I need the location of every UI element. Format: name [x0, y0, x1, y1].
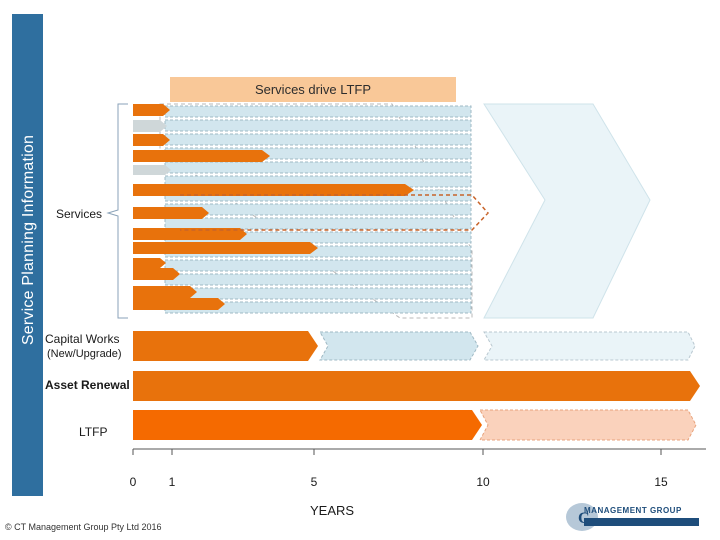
service-row — [164, 231, 472, 244]
service-arrow — [133, 258, 166, 268]
services-outlook-chevron — [483, 103, 651, 319]
axis-tick-label: 1 — [168, 475, 176, 489]
service-arrow — [133, 134, 170, 146]
service-arrow — [133, 298, 225, 310]
services-label: Services — [56, 207, 103, 221]
service-row — [164, 133, 472, 146]
services-drive-ltfp-header: Services drive LTFP — [170, 77, 456, 102]
service-row — [164, 301, 472, 314]
service-arrow — [133, 120, 167, 132]
copyright-notice: © CT Management Group Pty Ltd 2016 — [5, 522, 162, 532]
capital-works-arrow — [133, 331, 318, 361]
years-axis-title: YEARS — [310, 503, 355, 518]
services-forecast-band — [159, 103, 473, 319]
capital-works-outlook — [483, 331, 696, 361]
ltfp-forecast — [479, 409, 697, 441]
capital-works-forecast — [319, 331, 479, 361]
service-arrow — [133, 165, 171, 175]
service-arrow — [133, 228, 247, 240]
service-arrow — [133, 286, 197, 298]
service-arrow — [133, 184, 414, 196]
service-rows — [164, 105, 472, 314]
axis-tick-label: 15 — [654, 475, 668, 489]
svg-text:C: C — [578, 510, 590, 527]
service-row — [164, 287, 472, 300]
service-row — [164, 119, 472, 132]
capital-works-sublabel: (New/Upgrade) — [47, 348, 122, 360]
service-row — [164, 217, 472, 230]
service-arrow — [133, 242, 318, 254]
asset-renewal-label: Asset Renewal — [45, 378, 130, 392]
service-arrow — [133, 104, 170, 116]
axis-tick-label: 5 — [310, 475, 318, 489]
services-bracket — [106, 103, 128, 319]
service-row — [164, 161, 472, 174]
service-arrows — [133, 104, 414, 310]
management-group-logo: MANAGEMENT GROUP — [548, 497, 708, 535]
service-row — [164, 245, 472, 258]
service-row — [164, 273, 472, 286]
ltfp-arrow — [133, 410, 482, 440]
service-arrow — [133, 268, 180, 280]
service-arrow — [133, 207, 209, 219]
service-arrow — [133, 150, 270, 162]
logo-brand-text: MANAGEMENT GROUP — [584, 506, 682, 515]
service-row — [164, 105, 472, 118]
side-panel — [12, 14, 43, 496]
capital-works-label: Capital Works — [45, 332, 120, 346]
service-row — [164, 147, 472, 160]
axis-tick-label: 0 — [129, 475, 137, 489]
asset-renewal-arrow — [133, 371, 700, 401]
services-dashed-arrow — [180, 194, 490, 231]
axis-tick-marks — [132, 449, 662, 455]
ltfp-label: LTFP — [79, 425, 108, 439]
service-row — [164, 203, 472, 216]
logo-tagline-bar — [584, 518, 699, 526]
axis-tick-label: 10 — [476, 475, 490, 489]
service-row — [164, 259, 472, 272]
